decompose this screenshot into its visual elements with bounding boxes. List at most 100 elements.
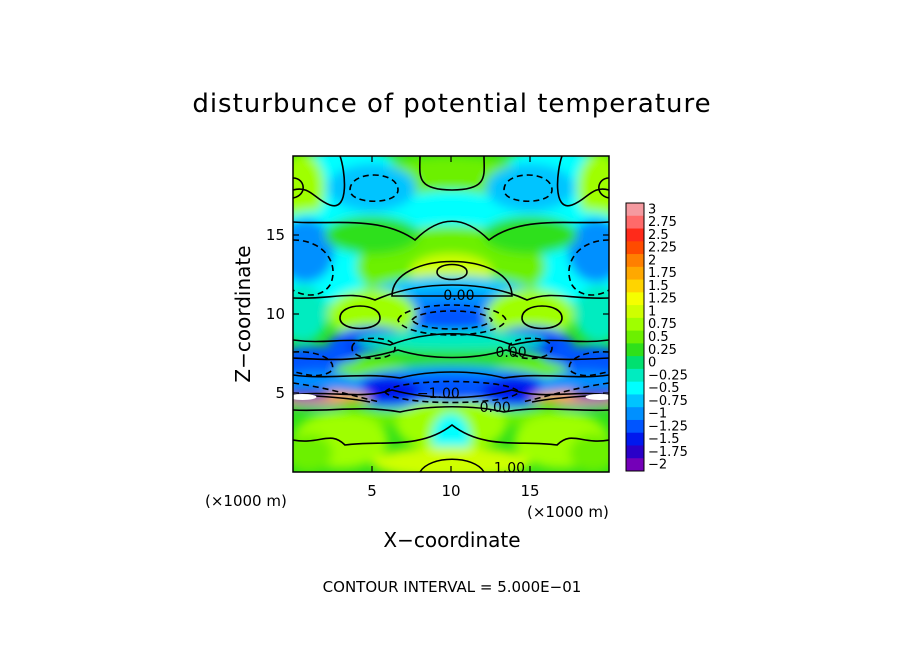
contour-line xyxy=(508,337,553,360)
chart-title: disturbunce of potential temperature xyxy=(192,89,711,119)
y-tick-label: 15 xyxy=(266,226,285,244)
colorbar-label: −0.5 xyxy=(648,381,680,396)
colorbar-swatch xyxy=(626,458,644,472)
colorbar-label: 0.75 xyxy=(648,317,677,332)
colorbar-swatch xyxy=(626,254,644,268)
colorbar-swatch xyxy=(626,215,644,230)
field-blob xyxy=(356,331,546,351)
colorbar-label: 2.5 xyxy=(648,228,669,243)
contour-line xyxy=(293,239,334,296)
colorbar-swatch xyxy=(626,228,644,242)
field-blob xyxy=(293,219,335,283)
contour-labels: 0.00 0.00 −1.00 0.00 1.00 xyxy=(417,288,527,476)
contour-label: 0.00 xyxy=(495,345,526,361)
contour-line xyxy=(293,177,304,199)
colorbar-swatch xyxy=(626,343,644,357)
colorbar-swatch xyxy=(626,381,644,395)
colorbar-swatch xyxy=(626,419,644,434)
contour-line xyxy=(384,380,520,404)
colorbar-swatch xyxy=(626,203,644,217)
colorbar-label: 2.75 xyxy=(648,215,677,230)
contour-line xyxy=(293,156,346,207)
colorbar-label: −2 xyxy=(648,458,667,473)
contour-line xyxy=(598,177,609,199)
colorbar-label: −0.25 xyxy=(648,368,688,383)
contour-label: 0.00 xyxy=(443,288,474,304)
contour-line xyxy=(293,382,381,403)
colorbar-swatch xyxy=(626,241,644,255)
x-unit-right: (×1000 m) xyxy=(527,503,609,521)
contour-line xyxy=(436,263,468,281)
contour-label: 1.00 xyxy=(494,460,525,476)
field-blob xyxy=(293,156,325,223)
colorbar-swatch xyxy=(626,394,644,408)
contour-label: −1.00 xyxy=(417,386,460,402)
contour-line xyxy=(521,305,563,330)
contour-line xyxy=(503,174,553,202)
contour-lines xyxy=(293,156,609,472)
field-blob xyxy=(327,163,417,212)
colorbar-label: 3 xyxy=(648,202,656,217)
colorbar-label: 1 xyxy=(648,304,656,319)
x-ticks: 5 10 15 xyxy=(367,156,540,500)
contour-line xyxy=(293,405,609,413)
field-blob xyxy=(324,216,420,254)
colorbar-label: 2.25 xyxy=(648,241,677,256)
y-tick-label: 10 xyxy=(266,305,285,323)
colorbar-swatch xyxy=(626,305,644,319)
y-axis-label: Z−coordinate xyxy=(231,245,255,382)
contour-line xyxy=(293,332,609,346)
colorbar-label: 1.75 xyxy=(648,266,677,281)
field-blob xyxy=(577,156,609,223)
contour-line xyxy=(397,304,507,336)
contour-line xyxy=(293,423,609,446)
field-blob xyxy=(574,285,609,343)
field-blob xyxy=(485,163,575,212)
contour-line xyxy=(418,156,486,191)
colorbar-label: −1.25 xyxy=(648,419,688,434)
contour-line xyxy=(521,382,609,403)
contour-line xyxy=(568,239,609,296)
contour-line xyxy=(556,156,609,207)
x-tick-label: 10 xyxy=(441,482,460,500)
field-peak xyxy=(293,393,317,400)
plot-area: 0.00 0.00 −1.00 0.00 1.00 xyxy=(293,156,609,476)
field-blob xyxy=(293,285,328,343)
colorbar-swatch xyxy=(626,356,644,370)
contour-line xyxy=(419,458,485,472)
colorbar-label: 2 xyxy=(648,253,656,268)
colorbar-swatch xyxy=(626,368,644,383)
colorbar-swatch xyxy=(626,292,644,306)
colorbar-label: −1.75 xyxy=(648,445,688,460)
contour-line xyxy=(339,305,381,330)
contour-line xyxy=(293,371,609,379)
contour-line xyxy=(293,351,334,377)
contour-line xyxy=(411,310,493,330)
contour-interval-note: CONTOUR INTERVAL = 5.000E−01 xyxy=(323,578,582,596)
y-tick-label: 5 xyxy=(275,384,285,402)
x-tick-label: 15 xyxy=(520,482,539,500)
contour-line xyxy=(568,351,609,377)
field-blob xyxy=(387,190,515,232)
colorbar-swatch xyxy=(626,266,644,281)
colorbar-label: −1 xyxy=(648,407,667,422)
field-blob xyxy=(416,304,486,330)
colorbar-label: 1.5 xyxy=(648,279,669,294)
colorbar-swatch xyxy=(626,279,644,293)
field-peak xyxy=(585,393,609,400)
colorbar-swatch xyxy=(626,445,644,459)
contour-line xyxy=(293,349,609,361)
colorbar-label: 0 xyxy=(648,356,656,371)
contour-line xyxy=(391,260,513,297)
colorbar-swatch xyxy=(626,407,644,421)
colorbar-label: −1.5 xyxy=(648,432,680,447)
contour-line xyxy=(293,284,609,301)
field-blob xyxy=(569,434,609,472)
field-blob xyxy=(482,216,578,254)
field-blob xyxy=(293,434,333,472)
colorbar-swatch xyxy=(626,432,644,446)
colorbar-label: 0.25 xyxy=(648,343,677,358)
contour-label: 0.00 xyxy=(480,400,511,416)
contour-line xyxy=(351,337,396,360)
